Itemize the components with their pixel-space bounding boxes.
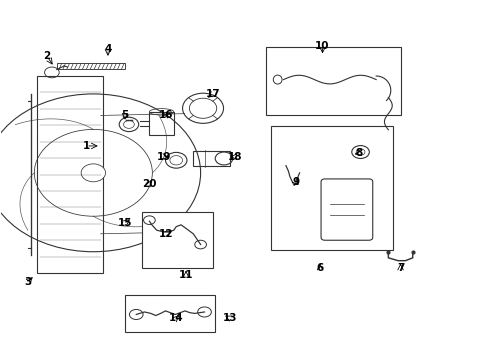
- Bar: [193, 151, 229, 166]
- Text: 5: 5: [121, 111, 128, 121]
- Text: 1: 1: [82, 141, 89, 151]
- Text: 17: 17: [205, 89, 220, 99]
- Text: 19: 19: [157, 152, 171, 162]
- Bar: [149, 112, 173, 135]
- Text: 20: 20: [142, 179, 156, 189]
- Text: 12: 12: [159, 229, 173, 239]
- Bar: [37, 76, 103, 273]
- Text: 2: 2: [43, 51, 51, 61]
- Text: 10: 10: [315, 41, 329, 50]
- Bar: [271, 126, 392, 250]
- Bar: [142, 212, 212, 268]
- Text: 8: 8: [355, 148, 362, 158]
- Text: 15: 15: [118, 218, 132, 228]
- Bar: [57, 63, 125, 69]
- Text: 4: 4: [104, 44, 111, 54]
- Text: 16: 16: [159, 111, 173, 121]
- Text: 6: 6: [316, 263, 323, 273]
- Circle shape: [81, 164, 105, 182]
- Text: 11: 11: [179, 270, 193, 280]
- Bar: [266, 47, 400, 116]
- Text: 7: 7: [396, 263, 404, 273]
- Text: 13: 13: [222, 313, 237, 323]
- Text: 9: 9: [291, 177, 299, 187]
- Text: 3: 3: [24, 277, 31, 287]
- Text: 14: 14: [168, 313, 183, 323]
- Bar: [125, 295, 215, 332]
- Text: 18: 18: [227, 152, 242, 162]
